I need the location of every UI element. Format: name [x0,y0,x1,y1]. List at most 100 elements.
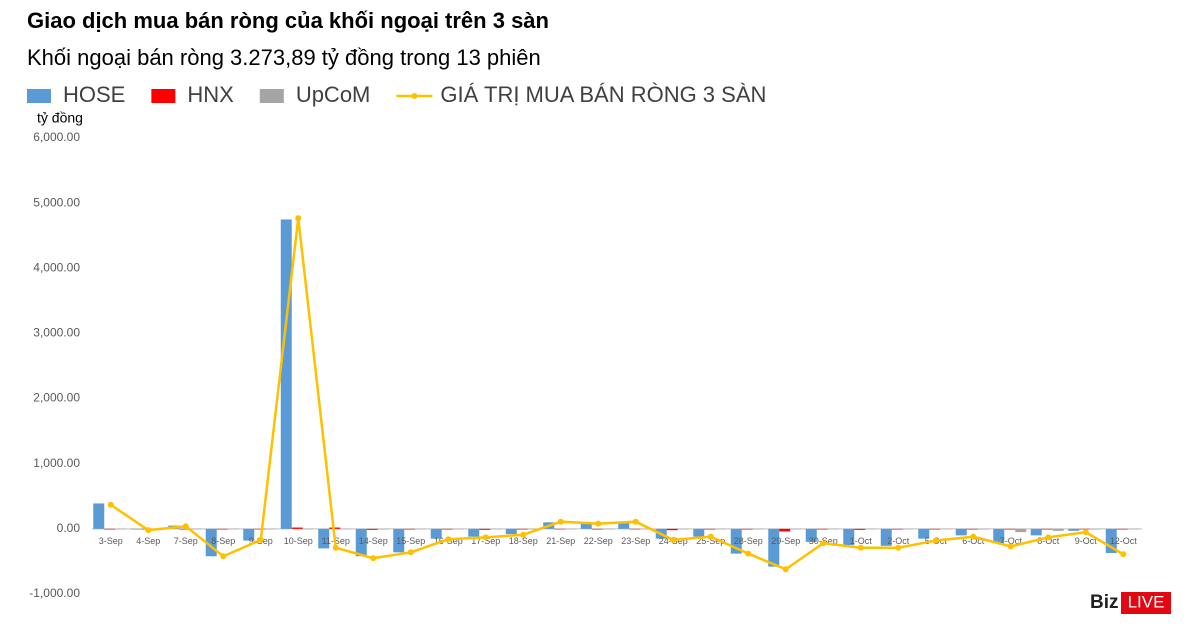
bar [1127,528,1139,530]
line-point [782,566,789,573]
x-tick-label: 25-Sep [696,536,725,546]
bar [618,522,630,529]
bar [843,528,855,546]
legend-swatch [151,89,176,103]
line-point [1007,543,1014,550]
bar [479,528,491,530]
bar [377,528,389,530]
bar [216,528,228,530]
line-point [107,501,114,508]
line-point [895,544,902,551]
bar [816,528,828,530]
bar [1030,528,1042,536]
bar [640,528,652,530]
bar [629,528,641,530]
y-tick-label: -1,000.00 [29,586,80,600]
line-point [970,533,977,540]
bar [190,528,202,530]
bar [715,528,727,530]
chart-title: Giao dịch mua bán ròng của khối ngoại tr… [27,8,549,33]
y-tick-label: 1,000.00 [33,456,80,470]
y-tick-label: 6,000.00 [33,130,80,144]
bar [704,528,716,530]
line-point [857,544,864,551]
logo-left: Biz [1090,592,1119,613]
bar [827,528,839,530]
bar [880,528,892,546]
bar [1015,528,1027,533]
bar [404,528,416,530]
x-tick-label: 22-Sep [584,536,613,546]
bar [902,528,914,530]
bar [790,528,802,530]
bar [280,219,292,529]
y-tick-label: 2,000.00 [33,391,80,405]
line-point [632,518,639,525]
x-tick-label: 8-Sep [211,536,235,546]
bar [318,528,330,549]
x-tick-label: 21-Sep [546,536,575,546]
bar [918,528,930,539]
x-tick-label: 10-Sep [284,536,313,546]
x-tick-label: 23-Sep [621,536,650,546]
line-point [745,550,752,557]
bar [865,528,877,530]
x-tick-label: 14-Sep [359,536,388,546]
x-tick-label: 9-Oct [1075,536,1098,546]
legend-swatch [259,89,284,103]
line-point [145,527,152,534]
legend-label: UpCoM [296,82,371,107]
x-tick-label: 3-Sep [99,536,123,546]
line-point [670,536,677,543]
line-point [182,523,189,530]
bar [527,528,539,530]
bar [966,528,978,530]
x-tick-label: 7-Oct [1000,536,1023,546]
bar [1041,528,1053,530]
bar [1079,528,1091,530]
bar [415,528,427,530]
line-point [707,533,714,540]
line-point [257,536,264,543]
bar [977,528,989,530]
chart-subtitle: Khối ngoại bán ròng 3.273,89 tỷ đồng tro… [27,45,541,70]
bar [179,528,191,530]
bar [730,528,742,554]
bar [340,528,352,530]
bar [993,528,1005,544]
bar [805,528,817,542]
bar [441,528,453,530]
bar [554,528,566,530]
bar [1116,528,1128,530]
bar [243,528,255,541]
bar [565,528,577,530]
legend-label: HOSE [63,82,125,107]
y-tick-label: 0.00 [57,521,81,535]
bar [291,527,303,529]
legend-label: HNX [187,82,234,107]
y-tick-label: 4,000.00 [33,260,80,274]
bar [254,528,266,530]
y-tick-label: 3,000.00 [33,326,80,340]
logo-box [1121,592,1171,614]
bar [741,528,753,530]
bar [490,528,502,530]
bar [602,528,614,530]
bar [516,528,528,530]
x-tick-label: 28-Sep [734,536,763,546]
line-point [370,555,377,562]
bar [779,528,791,532]
bar [854,528,866,530]
bar [452,528,464,530]
line-point [932,537,939,544]
bar [505,528,517,535]
line-point [332,544,339,551]
x-tick-label: 2-Oct [887,536,910,546]
y-axis-label: tỷ đồng [37,110,83,126]
bar [115,528,127,530]
bar [265,528,277,530]
line [110,217,1124,571]
bar [693,528,705,537]
